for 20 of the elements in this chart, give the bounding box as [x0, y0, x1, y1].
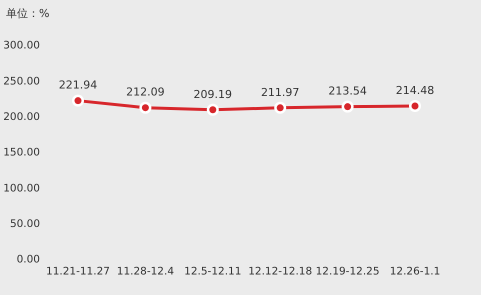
x-tick-label: 12.12-12.18 [248, 265, 312, 278]
y-tick-label: 300.00 [3, 40, 40, 52]
x-tick-label: 11.21-11.27 [46, 265, 110, 278]
y-tick-label: 200.00 [3, 111, 40, 124]
y-tick-label: 50.00 [10, 218, 40, 230]
data-label: 212.09 [126, 86, 165, 99]
x-tick-label: 12.5-12.11 [184, 265, 242, 278]
x-tick-label: 11.28-12.4 [116, 265, 174, 278]
data-label: 221.94 [58, 78, 98, 92]
x-tick-label: 12.19-12.25 [316, 265, 380, 278]
y-tick-label: 150.00 [3, 146, 40, 159]
data-label: 211.97 [260, 86, 300, 99]
y-tick-label: 0.00 [16, 254, 40, 266]
y-tick-label: 250.00 [3, 75, 40, 88]
y-tick-label: 100.00 [3, 182, 40, 194]
data-label: 213.54 [328, 84, 367, 98]
y-axis-title: 单位：% [6, 6, 50, 21]
data-label: 209.19 [194, 88, 232, 101]
x-tick-label: 12.26-1.1 [390, 265, 440, 278]
data-label: 214.48 [396, 84, 434, 98]
